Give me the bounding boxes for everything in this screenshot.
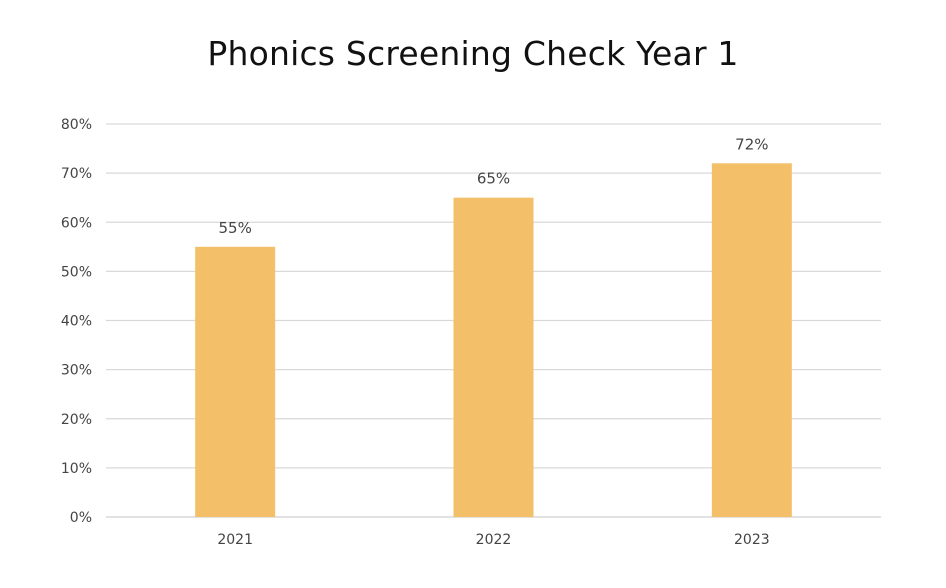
y-tick-label: 0% — [70, 510, 92, 526]
y-tick-label: 20% — [61, 412, 92, 428]
data-labels: 55% 65% 72% — [218, 135, 768, 237]
chart-title: Phonics Screening Check Year 1 — [207, 34, 739, 73]
y-tick-label: 50% — [61, 264, 92, 280]
y-tick-label: 70% — [61, 166, 92, 182]
bar-2023 — [711, 163, 792, 518]
y-tick-label: 60% — [61, 215, 92, 231]
data-label: 65% — [477, 170, 510, 188]
y-tick-label: 10% — [61, 461, 92, 477]
y-tick-label: 80% — [61, 117, 92, 133]
y-tick-label: 40% — [61, 314, 92, 330]
y-axis-tick-labels: 0% 10% 20% 30% 40% 50% 60% 70% 80% — [61, 117, 92, 526]
data-label: 72% — [735, 135, 768, 153]
bar-2021 — [195, 246, 276, 517]
x-tick-label: 2021 — [217, 532, 253, 548]
bar-2022 — [453, 197, 534, 517]
data-label: 55% — [218, 219, 251, 237]
x-tick-label: 2023 — [734, 532, 770, 548]
y-tick-label: 30% — [61, 363, 92, 379]
x-tick-label: 2022 — [476, 532, 512, 548]
x-axis-tick-labels: 2021 2022 2023 — [217, 532, 769, 548]
bars — [195, 163, 792, 518]
